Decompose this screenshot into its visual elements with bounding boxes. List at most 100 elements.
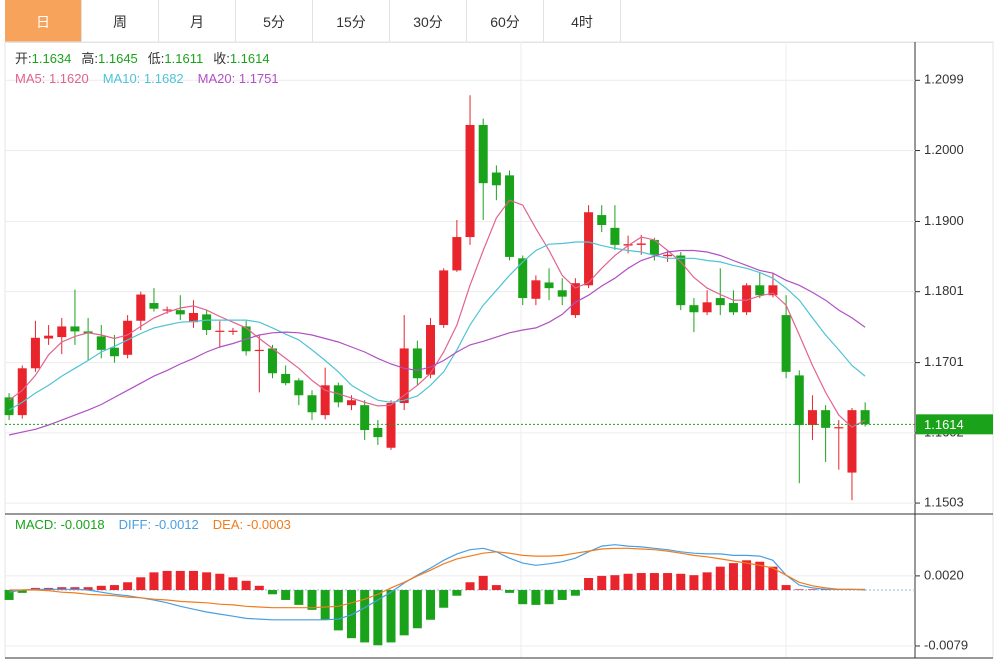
macd-bar [333, 590, 343, 631]
candle-body [834, 427, 844, 429]
candle-body [202, 314, 212, 330]
series-line [8, 249, 866, 436]
candle-body [17, 368, 27, 416]
macd-bar [347, 590, 357, 639]
macd-bar [452, 590, 462, 596]
y-tick-label: 1.1503 [924, 495, 964, 510]
candle-body [702, 302, 712, 313]
series-line [9, 547, 866, 609]
legend-entry: DEA: -0.0003 [213, 517, 291, 532]
candle-body [57, 326, 67, 338]
candle-body [610, 227, 620, 245]
candle-body [649, 239, 659, 255]
ohlc-value: 1.1614 [230, 51, 270, 66]
macd-bar [544, 590, 554, 605]
candle-body [281, 373, 291, 384]
series-line [9, 544, 866, 621]
candle-body [505, 175, 515, 257]
macd-bar [149, 572, 159, 591]
candle-body [215, 330, 225, 332]
period-tab[interactable]: 周 [82, 0, 159, 42]
period-tab[interactable]: 日 [5, 0, 82, 42]
macd-bar [649, 573, 659, 591]
candle-body [689, 305, 699, 313]
period-tabs: 日周月 5分 15分 30分 60分 4时 [5, 0, 993, 43]
candle-body [70, 326, 80, 332]
macd-bar [399, 590, 409, 636]
candle-body [386, 403, 396, 448]
macd-bar [320, 590, 330, 620]
macd-bar [109, 585, 119, 591]
macd-bar [188, 570, 198, 591]
candle-body [96, 336, 106, 350]
candle-body [570, 283, 580, 316]
candle-body [768, 285, 778, 296]
y-tick-label: 1.2099 [924, 72, 964, 87]
candle-body [307, 395, 317, 413]
candle-body [109, 347, 119, 357]
candle-body [584, 212, 594, 286]
candle-body [452, 237, 462, 271]
macd-bar [597, 575, 607, 591]
legend: MA5: 1.1620 MA10: 1.1682 MA20: 1.1751 [15, 71, 279, 86]
y-tick-label: 1.1900 [924, 213, 964, 228]
macd-bar [373, 590, 383, 646]
candle-body [399, 348, 409, 404]
candle-body [623, 244, 633, 246]
candle-body [294, 380, 304, 396]
macd-bar [307, 590, 317, 610]
legend: MACD: -0.0018 DIFF: -0.0012 DEA: -0.0003 [15, 517, 291, 532]
ohlc-label: 收: [213, 51, 230, 66]
y-tick-label: 0.0020 [924, 567, 964, 582]
candle-body [188, 312, 198, 323]
macd-bar [70, 587, 80, 591]
series-line [8, 199, 866, 428]
macd-bar [742, 560, 752, 591]
frame [4, 41, 994, 659]
candle-body [715, 298, 725, 306]
candle-body [636, 243, 646, 245]
candle-body [347, 400, 357, 406]
macd-bar [281, 590, 291, 600]
macd-bar [478, 575, 488, 591]
macd-bar [294, 590, 304, 605]
candle-body [847, 410, 857, 473]
macd-bar [386, 590, 396, 643]
candle-body [676, 255, 686, 306]
legend-entry: DIFF: -0.0012 [119, 517, 199, 532]
y-tick-label: 1.1701 [924, 354, 964, 369]
candle-body [426, 325, 436, 375]
ohlc-header: 开:1.1634 高:1.1645 低:1.1611 收:1.1614 [15, 51, 270, 66]
macd-bar [412, 590, 422, 629]
ohlc-value: 1.1645 [98, 51, 138, 66]
period-tab[interactable]: 4时 [544, 0, 621, 42]
period-tab[interactable]: 30分 [390, 0, 467, 42]
macd-bar [465, 582, 475, 591]
macd-bar [636, 573, 646, 591]
macd-bar [781, 585, 791, 591]
legend-entry: MACD: -0.0018 [15, 517, 105, 532]
period-tab[interactable]: 月 [159, 0, 236, 42]
candle-body [821, 410, 831, 428]
candle-body [742, 285, 752, 313]
period-tab[interactable]: 5分 [236, 0, 313, 42]
macd-bar [570, 590, 580, 596]
last-price-box [916, 414, 993, 435]
candle-body [518, 258, 528, 299]
period-tab[interactable]: 15分 [313, 0, 390, 42]
ohlc-label: 开: [15, 51, 32, 66]
macd-bar [663, 573, 673, 591]
macd-bar [715, 566, 725, 591]
macd-bar [676, 573, 686, 591]
candle-body [728, 303, 738, 313]
macd-bar [531, 590, 541, 605]
candle-body [557, 290, 567, 297]
candle-body [228, 330, 238, 332]
macd-bar [96, 585, 106, 591]
period-tab[interactable]: 60分 [467, 0, 544, 42]
candle-body [30, 337, 40, 369]
candle-body [320, 385, 330, 416]
macd-bar [623, 573, 633, 591]
macd-bar [610, 575, 620, 591]
